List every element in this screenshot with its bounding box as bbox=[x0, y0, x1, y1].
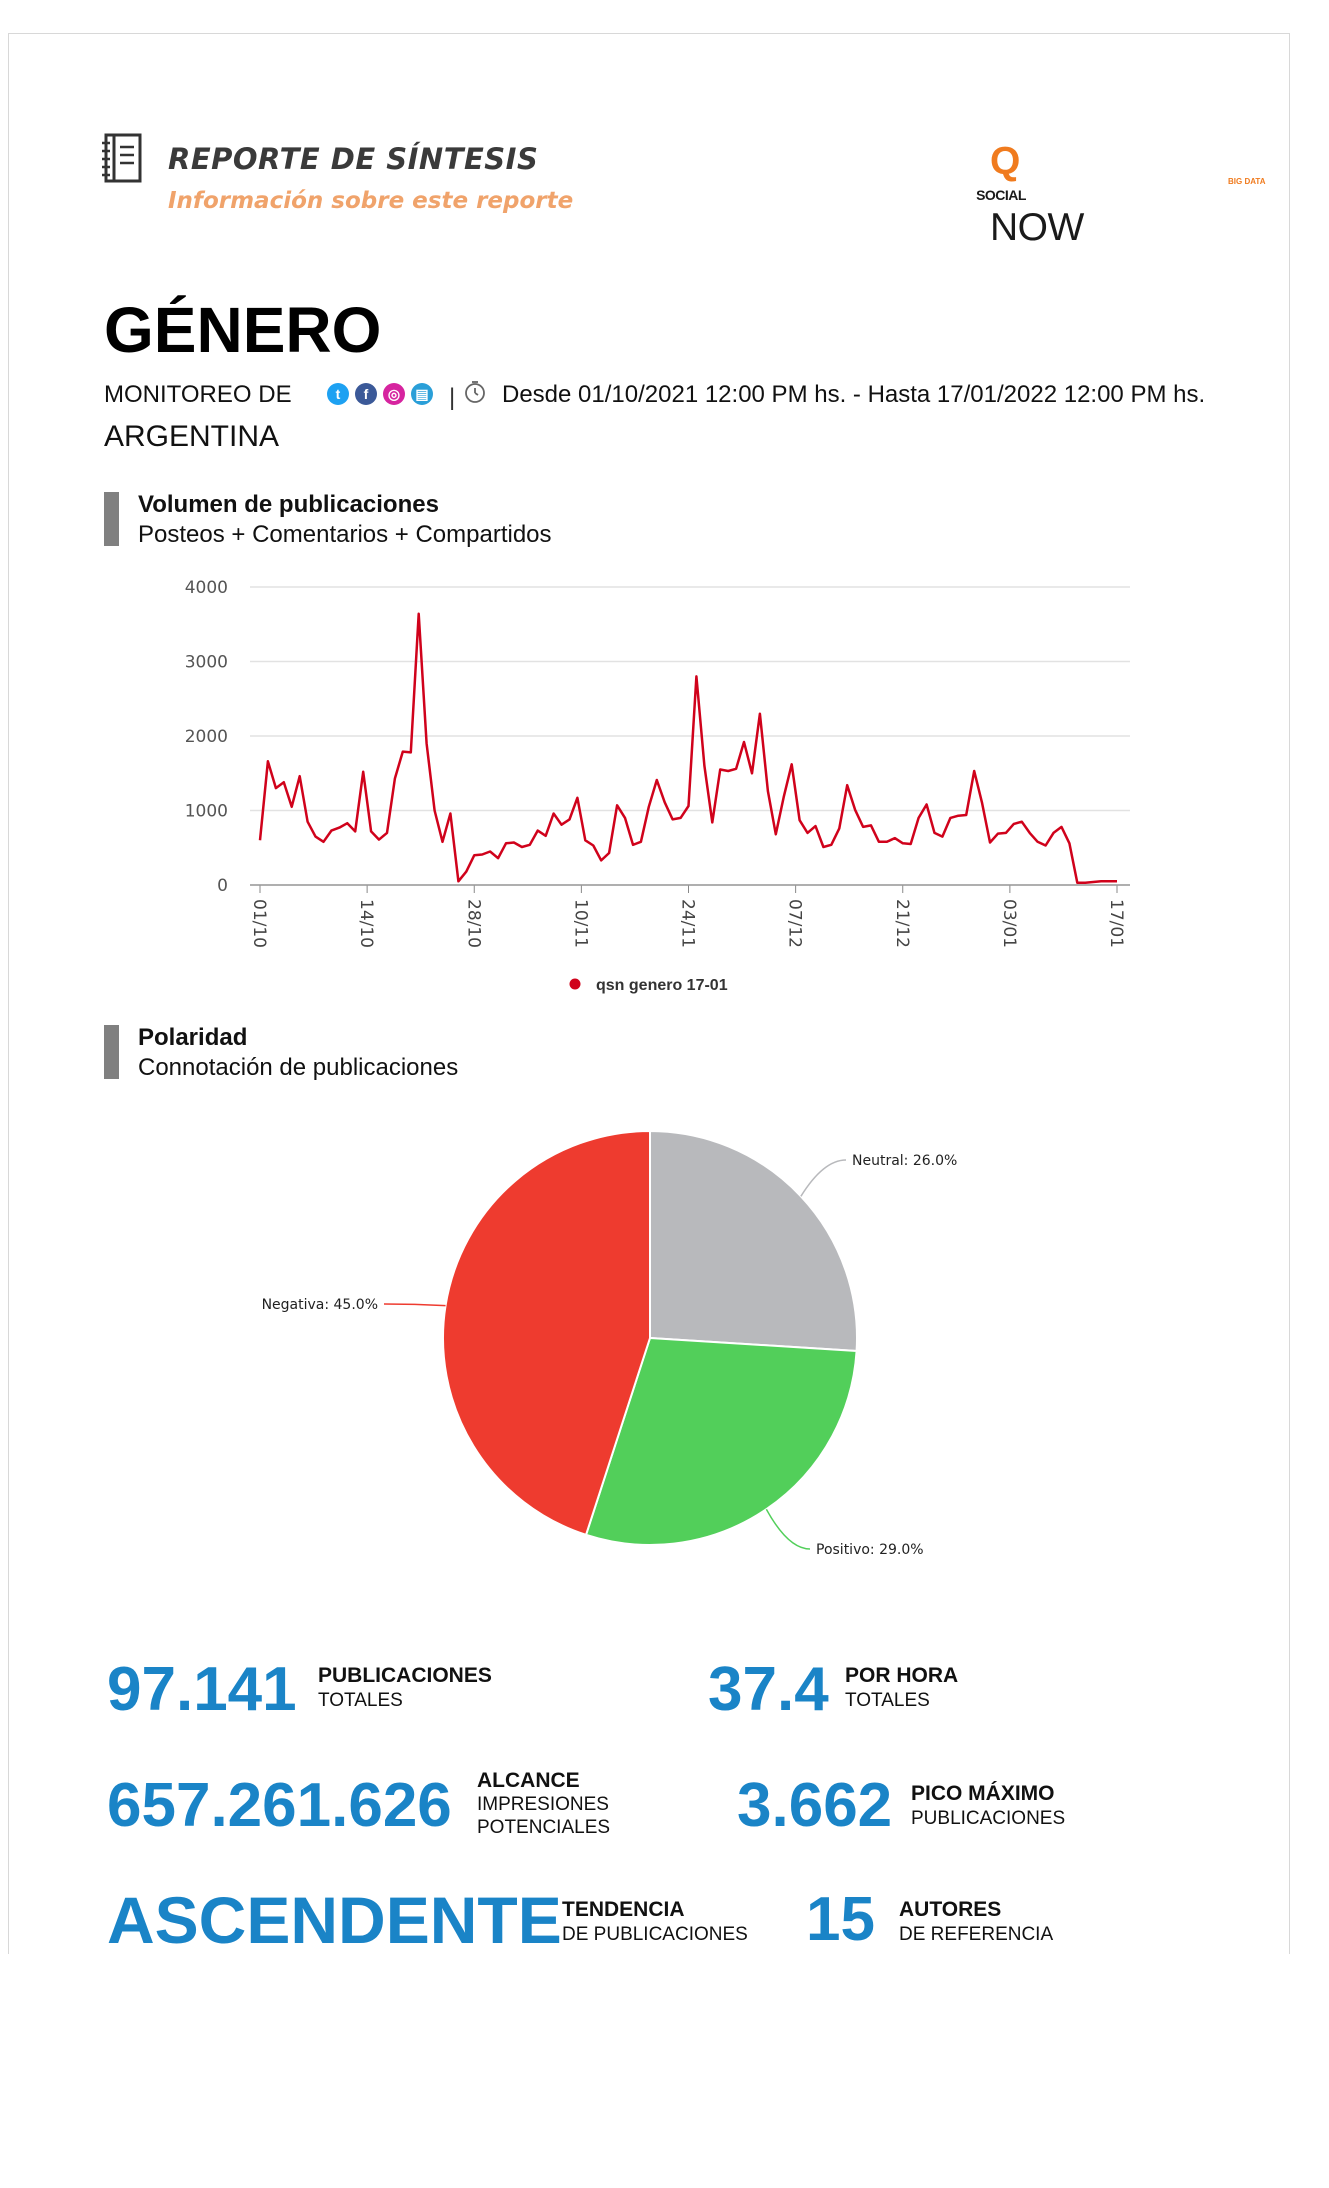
reach-sublabel: IMPRESIONES bbox=[477, 1794, 609, 1815]
pie-label: Negativa: 45.0% bbox=[262, 1297, 378, 1313]
per-hour-label: POR HORA bbox=[845, 1664, 959, 1687]
x-tick-label: 24/11 bbox=[678, 899, 698, 948]
per-hour-value: 37.4 bbox=[708, 1655, 829, 1724]
volume-line-chart: 0 1000 2000 3000 4000 01/10 14/10 28/10 10/11 24/… bbox=[185, 578, 1130, 994]
x-tick-label: 10/11 bbox=[570, 899, 590, 948]
pie-label: Neutral: 26.0% bbox=[852, 1153, 957, 1169]
volume-section-title: Volumen de publicaciones bbox=[138, 491, 439, 518]
pie-connector bbox=[765, 1508, 811, 1550]
news-icon: ▤ bbox=[411, 383, 433, 405]
monitor-label: MONITOREO DE bbox=[104, 381, 292, 408]
authors-label: AUTORES bbox=[899, 1898, 1002, 1921]
x-tick-label: 21/12 bbox=[892, 899, 912, 948]
total-posts-value: 97.141 bbox=[107, 1655, 297, 1724]
volume-section-subtitle: Posteos + Comentarios + Compartidos bbox=[138, 521, 552, 548]
reach-label: ALCANCE bbox=[477, 1769, 580, 1792]
total-posts-label: PUBLICACIONES bbox=[318, 1664, 492, 1687]
country-label: ARGENTINA bbox=[104, 420, 280, 453]
separator: | bbox=[449, 384, 456, 411]
peak-sublabel: PUBLICACIONES bbox=[911, 1808, 1066, 1829]
x-tick-label: 07/12 bbox=[785, 899, 805, 948]
x-tick-label: 28/10 bbox=[463, 899, 483, 948]
total-posts-sublabel: TOTALES bbox=[318, 1690, 403, 1711]
report-info-link[interactable]: Información sobre este reporte bbox=[168, 188, 574, 214]
qsocialnow-logo: Q SOCIAL NOW bbox=[976, 140, 1084, 250]
legend-label: qsn genero 17-01 bbox=[596, 977, 728, 994]
clock-icon bbox=[465, 381, 485, 403]
section-marker bbox=[104, 492, 119, 546]
y-tick-label: 1000 bbox=[185, 802, 228, 822]
polarity-section-title: Polaridad bbox=[138, 1024, 248, 1051]
peak-value: 3.662 bbox=[737, 1771, 893, 1840]
topic-title: GÉNERO bbox=[104, 294, 382, 366]
pie-slice-neutral bbox=[649, 1129, 858, 1353]
x-tick-label: 14/10 bbox=[356, 899, 376, 948]
report-notebook-icon bbox=[102, 133, 142, 183]
authors-value: 15 bbox=[806, 1885, 875, 1954]
report-page bbox=[8, 33, 1290, 1954]
y-tick-label: 4000 bbox=[185, 578, 228, 598]
trend-value: ASCENDENTE bbox=[107, 1883, 562, 1957]
x-tick-label: 03/01 bbox=[999, 899, 1019, 948]
logo-subtitle: BIG DATA bbox=[1228, 177, 1266, 186]
pie-label: Positivo: 29.0% bbox=[816, 1542, 924, 1558]
x-tick-label: 01/10 bbox=[249, 899, 269, 948]
instagram-icon: ◎ bbox=[383, 383, 405, 405]
pie-connector bbox=[383, 1303, 446, 1307]
facebook-icon: f bbox=[355, 383, 377, 405]
pie-connector bbox=[800, 1159, 847, 1197]
polarity-pie-chart: Neutral: 26.0% Positivo: 29.0% Negativa: 4… bbox=[262, 1129, 957, 1558]
y-tick-label: 3000 bbox=[185, 653, 228, 673]
section-marker bbox=[104, 1025, 119, 1079]
polarity-section-subtitle: Connotación de publicaciones bbox=[138, 1054, 459, 1081]
reach-sublabel-2: POTENCIALES bbox=[477, 1817, 611, 1838]
logo-now: NOW bbox=[990, 206, 1084, 249]
trend-sublabel: DE PUBLICACIONES bbox=[562, 1924, 748, 1945]
logo-social: SOCIAL bbox=[976, 187, 1026, 203]
x-tick-label: 17/01 bbox=[1106, 899, 1126, 948]
trend-label: TENDENCIA bbox=[562, 1898, 685, 1921]
legend-marker bbox=[569, 978, 581, 990]
peak-label: PICO MÁXIMO bbox=[911, 1782, 1055, 1805]
logo-q: Q bbox=[990, 140, 1020, 183]
report-title: REPORTE DE SÍNTESIS bbox=[168, 142, 539, 176]
reach-value: 657.261.626 bbox=[107, 1771, 452, 1840]
authors-sublabel: DE REFERENCIA bbox=[899, 1924, 1054, 1945]
series-line bbox=[258, 612, 1117, 885]
y-tick-label: 2000 bbox=[185, 727, 228, 747]
date-range: Desde 01/10/2021 12:00 PM hs. - Hasta 17… bbox=[502, 381, 1206, 408]
twitter-icon: t bbox=[327, 383, 349, 405]
network-icons: t f ◎ ▤ bbox=[327, 381, 433, 407]
per-hour-sublabel: TOTALES bbox=[845, 1690, 930, 1711]
y-tick-label: 0 bbox=[217, 876, 228, 896]
pie-slice-negativa bbox=[442, 1129, 651, 1537]
